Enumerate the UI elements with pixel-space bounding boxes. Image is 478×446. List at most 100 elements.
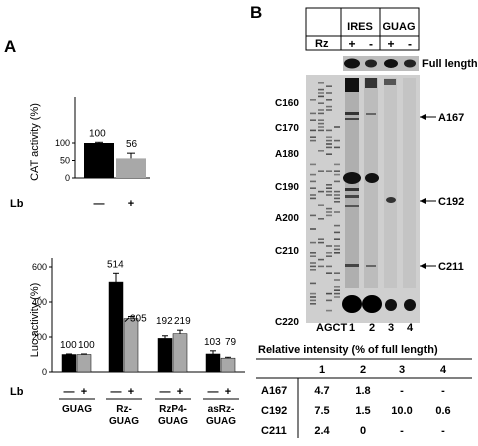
table-row-label: C211 <box>261 425 287 437</box>
right-marker-label: A167 <box>438 112 464 124</box>
luc-value-label: 100 <box>60 340 77 351</box>
cat-condition-label: + <box>128 198 134 210</box>
table-col-header: 4 <box>440 364 447 376</box>
luc-group-label: GUAG <box>158 416 188 427</box>
luc-value-label: 192 <box>156 316 173 327</box>
right-marker-label: C192 <box>438 196 464 208</box>
table-title: Relative intensity (% of full length) <box>258 344 438 356</box>
luc-value-label: 514 <box>107 259 124 270</box>
table-cell: 4.7 <box>314 385 329 397</box>
lane-1-number: 1 <box>349 322 355 334</box>
cat-bar <box>84 143 114 178</box>
table-cell: 0.6 <box>435 405 450 417</box>
gel-lanes <box>342 78 416 313</box>
luc-bar <box>108 281 124 373</box>
ires-label: IRES <box>347 21 373 33</box>
luc-bar <box>172 333 188 373</box>
lane-3-number: 3 <box>388 322 394 334</box>
cat-condition-label: — <box>94 198 105 210</box>
luc-condition-label: + <box>81 386 87 398</box>
left-marker-label: C160 <box>275 98 299 109</box>
table-col-header: 3 <box>399 364 405 376</box>
cat-bar <box>116 158 146 178</box>
luc-value-label: 219 <box>174 316 191 327</box>
luc-bar <box>220 357 236 373</box>
table-cell: 0 <box>360 425 366 437</box>
cat-ylabel: CAT activity (%) <box>29 103 41 181</box>
luc-xlabel: Lb <box>10 386 24 398</box>
luc-tick-label: 600 <box>32 262 47 272</box>
left-marker-label: A180 <box>275 149 299 160</box>
cat-tick-label: 50 <box>60 156 70 166</box>
luc-group-label: GUAG <box>206 416 236 427</box>
table-row-label: A167 <box>261 385 287 397</box>
luc-condition-label: + <box>225 386 231 398</box>
panel-a-label: A <box>4 37 16 56</box>
luc-bar <box>123 318 139 373</box>
left-marker-label: C210 <box>275 246 299 257</box>
luc-condition-label: — <box>64 386 75 398</box>
lane-4-number: 4 <box>407 322 414 334</box>
lane-2-number: 2 <box>369 322 375 334</box>
cat-tick-label: 0 <box>65 173 70 183</box>
table-cell: - <box>400 385 404 397</box>
left-marker-label: C190 <box>275 182 299 193</box>
luc-value-label: 100 <box>78 340 95 351</box>
luc-tick-label: 200 <box>32 332 47 342</box>
luc-tick-label: 400 <box>32 297 47 307</box>
luc-bar <box>76 354 92 373</box>
lane-header: Rz IRES GUAG + - + - <box>305 7 420 51</box>
cat-value-label: 100 <box>89 128 106 139</box>
sign-lane-2: - <box>369 37 373 51</box>
sign-lane-3: + <box>387 37 394 51</box>
luc-condition-label: + <box>177 386 183 398</box>
table-col-header: 1 <box>319 364 325 376</box>
luc-group-label: GUAG <box>109 416 139 427</box>
luc-bar <box>205 353 221 373</box>
luc-value-label: 79 <box>225 337 237 348</box>
luc-tick-label: 0 <box>42 367 47 377</box>
table-cell: 10.0 <box>391 405 412 417</box>
seq-lane-label: AGCT <box>316 322 347 334</box>
luc-bar <box>61 354 77 373</box>
luc-condition-label: — <box>208 386 219 398</box>
table-cell: - <box>441 385 445 397</box>
luc-chart: Luc activity (%) 0 200 400 600 100 100 — + GUAG… <box>10 258 245 427</box>
table-cell: 7.5 <box>314 405 329 417</box>
sign-lane-4: - <box>408 37 412 51</box>
cat-chart: CAT activity (%) 0 50 100 100 56 — + Lb <box>10 97 150 210</box>
left-marker-label: C170 <box>275 123 299 134</box>
right-markers: A167 C192 C211 <box>420 112 464 273</box>
table-cell: - <box>441 425 445 437</box>
luc-group-label: asRz- <box>208 404 235 415</box>
luc-group-label: Rz- <box>116 404 132 415</box>
sign-lane-1: + <box>348 37 355 51</box>
rz-label: Rz <box>315 38 329 50</box>
guag-label: GUAG <box>383 21 416 33</box>
luc-value-label: 103 <box>204 337 221 348</box>
intensity-table: Relative intensity (% of full length) 1 2… <box>256 344 472 438</box>
right-marker-label: C211 <box>438 261 464 273</box>
full-length-label: Full length <box>422 58 478 70</box>
cat-value-label: 56 <box>126 139 138 150</box>
luc-condition-label: — <box>111 386 122 398</box>
panel-b-label: B <box>250 3 262 22</box>
table-cell: - <box>400 425 404 437</box>
table-cell: 1.5 <box>355 405 370 417</box>
luc-value-label: 305 <box>130 314 147 325</box>
luc-condition-label: — <box>160 386 171 398</box>
luc-condition-label: + <box>128 386 134 398</box>
luc-ylabel: Luc activity (%) <box>29 283 41 358</box>
left-markers: C160 C170 A180 C190 A200 C210 C220 <box>275 98 299 328</box>
luc-group-label: RzP4- <box>159 404 187 415</box>
table-cell: 2.4 <box>314 425 330 437</box>
cat-xlabel: Lb <box>10 198 24 210</box>
full-length-strip: Full length <box>343 56 478 71</box>
left-marker-label: A200 <box>275 213 299 224</box>
luc-group-label: GUAG <box>62 404 92 415</box>
table-col-header: 2 <box>360 364 366 376</box>
left-marker-label: C220 <box>275 317 299 328</box>
luc-bar <box>157 338 173 373</box>
